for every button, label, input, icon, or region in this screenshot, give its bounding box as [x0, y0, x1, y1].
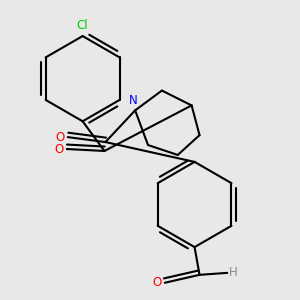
- Text: N: N: [129, 94, 137, 107]
- Text: H: H: [229, 266, 238, 279]
- Text: O: O: [153, 276, 162, 289]
- Text: O: O: [55, 142, 64, 155]
- Text: O: O: [56, 130, 65, 144]
- Text: Cl: Cl: [77, 19, 88, 32]
